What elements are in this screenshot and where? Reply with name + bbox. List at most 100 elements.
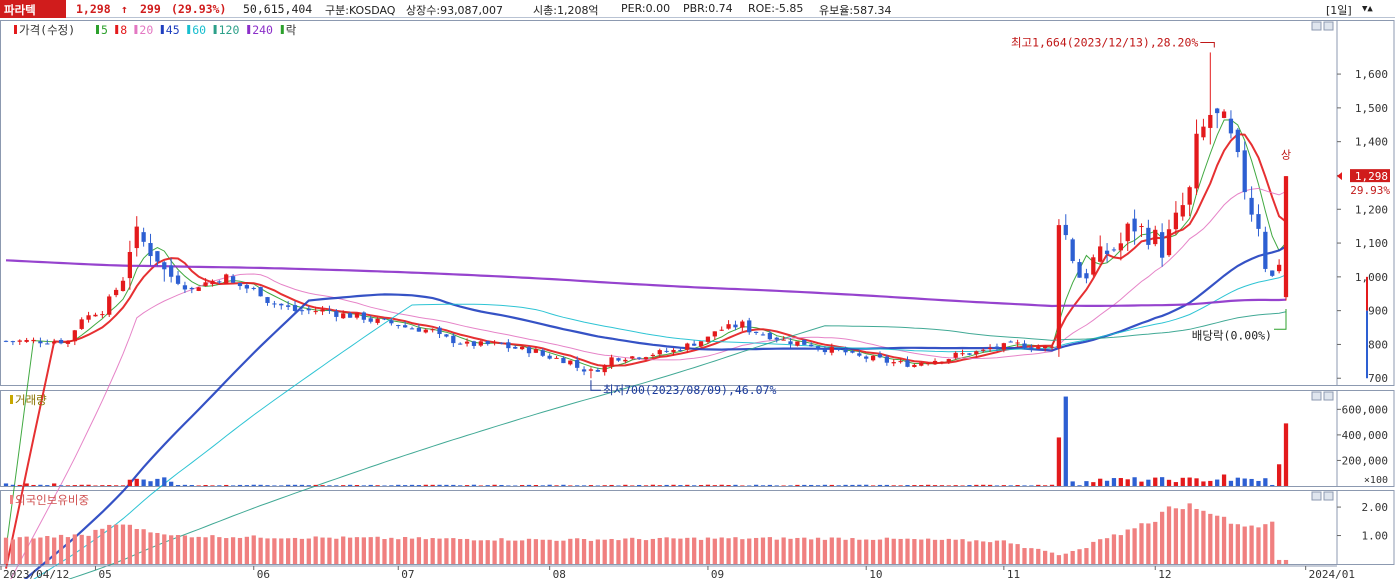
- candle-body: [891, 362, 896, 364]
- foreign-bar: [953, 539, 958, 564]
- volume-bar: [437, 484, 442, 486]
- volume-bar: [540, 485, 545, 486]
- foreign-bar: [210, 535, 215, 564]
- foreign-bar: [396, 539, 401, 564]
- foreign-bar: [802, 537, 807, 564]
- volume-bar: [210, 485, 215, 486]
- volume-bar: [1125, 479, 1130, 486]
- dividend-arrow-icon: [1274, 308, 1287, 330]
- volume-bar: [857, 484, 862, 486]
- candle-body: [788, 341, 793, 345]
- x-tick-label: 11: [1007, 568, 1020, 579]
- pbr-value: PBR:0.74: [683, 2, 733, 15]
- panel-close-button[interactable]: [1323, 21, 1334, 31]
- foreign-bar: [93, 529, 98, 564]
- panel-minimize-button[interactable]: [1311, 21, 1322, 31]
- candle-body: [3, 340, 9, 342]
- candle-body: [822, 349, 828, 353]
- candle-body: [657, 350, 662, 355]
- candle-body: [540, 350, 545, 356]
- candle-body: [781, 339, 786, 341]
- candle-body: [1104, 250, 1110, 254]
- candle-body: [616, 358, 621, 361]
- legend-volume-label: 거래량: [15, 393, 47, 407]
- volume-bar: [967, 485, 972, 486]
- candle-body: [932, 360, 938, 365]
- chart-canvas[interactable]: 7008009001,0001,1001,2001,3001,4001,5001…: [0, 18, 1395, 579]
- volume-bar: [127, 479, 133, 486]
- foreign-bar: [671, 538, 676, 564]
- foreign-bar: [733, 537, 738, 564]
- panel-close-button[interactable]: [1323, 391, 1334, 401]
- period-selector[interactable]: [1일]: [1326, 4, 1352, 17]
- volume-bar: [636, 484, 642, 486]
- candle-body: [1215, 108, 1220, 114]
- volume-bar: [134, 478, 139, 486]
- candle-body: [926, 363, 931, 365]
- period-arrows-icon[interactable]: ▼▲: [1362, 4, 1373, 14]
- candle-body: [1276, 264, 1282, 272]
- volume-bar: [829, 484, 834, 486]
- panel-close-button[interactable]: [1323, 491, 1334, 501]
- foreign-bar: [987, 542, 993, 564]
- candle-body: [678, 349, 683, 351]
- candle-body: [870, 355, 876, 361]
- volume-bar: [24, 483, 29, 486]
- candle-body: [774, 337, 779, 340]
- legend-ma-label: 60: [192, 23, 206, 37]
- price-tick-label: 800: [1368, 338, 1388, 351]
- volume-bar: [464, 485, 470, 486]
- legend-marker-icon: [14, 25, 17, 34]
- foreign-bar: [451, 538, 456, 564]
- foreign-bar: [1070, 550, 1075, 564]
- candle-body: [1111, 249, 1117, 251]
- candle-body: [967, 353, 972, 355]
- volume-bar: [141, 479, 146, 486]
- volume-bar: [492, 484, 497, 486]
- volume-bar: [86, 484, 91, 486]
- foreign-bar: [774, 539, 779, 564]
- foreign-bar: [279, 538, 284, 564]
- foreign-bar: [554, 540, 559, 564]
- foreign-bar: [409, 538, 415, 564]
- foreign-bar: [224, 538, 229, 564]
- candle-body: [279, 303, 284, 306]
- candle-body: [1242, 150, 1247, 193]
- candle-body: [1221, 111, 1227, 118]
- volume-bar: [38, 484, 43, 486]
- volume-bar: [809, 484, 814, 486]
- foreign-bar: [616, 540, 621, 564]
- candle-body: [575, 360, 580, 368]
- foreign-bar: [602, 539, 607, 564]
- candle-body: [1036, 347, 1041, 349]
- volume-bar: [169, 481, 174, 486]
- volume-bar: [444, 484, 449, 486]
- foreign-bar: [506, 540, 511, 564]
- volume-bar: [299, 484, 305, 486]
- foreign-bar: [513, 540, 518, 564]
- panel-minimize-button[interactable]: [1311, 491, 1322, 501]
- foreign-bar: [134, 528, 139, 564]
- volume-bar: [1221, 474, 1227, 486]
- foreign-bar: [286, 538, 291, 564]
- volume-bar: [1049, 484, 1055, 486]
- volume-bar: [939, 485, 945, 486]
- volume-bar: [1056, 437, 1062, 486]
- stock-name-tag[interactable]: 파라텍: [0, 0, 66, 18]
- foreign-bar: [643, 540, 649, 564]
- volume-bar: [347, 484, 353, 486]
- volume-bar: [451, 484, 456, 486]
- foreign-bar: [499, 538, 504, 564]
- foreign-bar: [822, 539, 828, 564]
- panel-minimize-button[interactable]: [1311, 391, 1322, 401]
- volume-bar: [650, 484, 656, 486]
- per-value: PER:0.00: [621, 2, 671, 15]
- candle-body: [478, 341, 483, 346]
- foreign-bar: [45, 536, 50, 564]
- volume-bar: [1104, 480, 1110, 486]
- candle-body: [107, 296, 112, 315]
- volume-bar: [781, 485, 786, 486]
- candle-body: [120, 280, 126, 291]
- candle-body: [17, 340, 22, 342]
- legend-ma-label: 45: [166, 23, 180, 37]
